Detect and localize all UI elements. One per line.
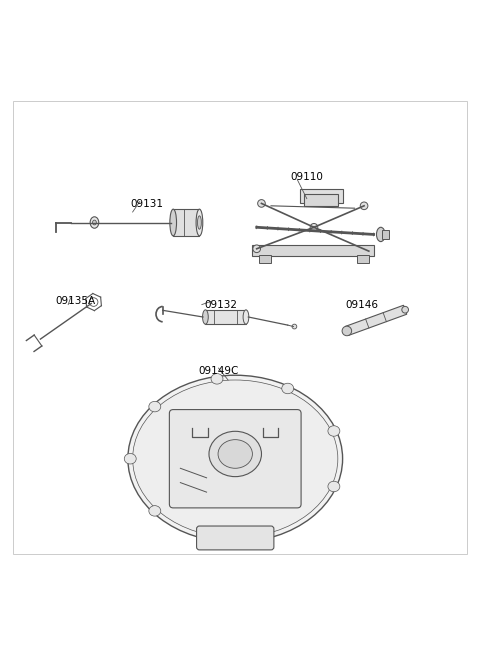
FancyBboxPatch shape: [197, 526, 274, 550]
FancyBboxPatch shape: [169, 409, 301, 508]
Ellipse shape: [196, 209, 203, 236]
Ellipse shape: [132, 380, 338, 538]
Text: 09149C: 09149C: [198, 366, 239, 377]
Ellipse shape: [328, 426, 340, 436]
Ellipse shape: [209, 431, 262, 477]
Text: 09135A: 09135A: [55, 296, 96, 307]
Bar: [300, 189, 343, 204]
Ellipse shape: [128, 375, 343, 542]
Ellipse shape: [218, 440, 252, 468]
Ellipse shape: [243, 310, 249, 324]
Bar: [173, 209, 199, 236]
Ellipse shape: [342, 326, 352, 336]
Ellipse shape: [170, 209, 177, 236]
Ellipse shape: [149, 506, 161, 516]
Text: 09146: 09146: [345, 299, 378, 310]
Ellipse shape: [282, 383, 294, 394]
Ellipse shape: [376, 227, 385, 242]
Ellipse shape: [211, 373, 223, 384]
Ellipse shape: [124, 453, 136, 464]
Ellipse shape: [149, 402, 161, 412]
Ellipse shape: [292, 324, 297, 329]
Bar: [252, 246, 373, 256]
Ellipse shape: [328, 481, 340, 492]
Text: 09110: 09110: [290, 172, 323, 182]
Ellipse shape: [93, 220, 96, 225]
Bar: [304, 194, 338, 206]
Bar: [259, 255, 271, 263]
Text: 09132: 09132: [204, 299, 238, 310]
Ellipse shape: [402, 307, 408, 313]
Ellipse shape: [360, 202, 368, 210]
Bar: [205, 310, 246, 324]
Ellipse shape: [198, 216, 201, 229]
Ellipse shape: [203, 310, 208, 324]
Bar: [357, 255, 369, 263]
Ellipse shape: [310, 223, 318, 231]
Ellipse shape: [258, 200, 265, 207]
Bar: [382, 230, 389, 239]
Polygon shape: [345, 305, 407, 335]
Text: 09131: 09131: [131, 199, 164, 210]
Ellipse shape: [253, 245, 261, 253]
Ellipse shape: [90, 217, 99, 228]
